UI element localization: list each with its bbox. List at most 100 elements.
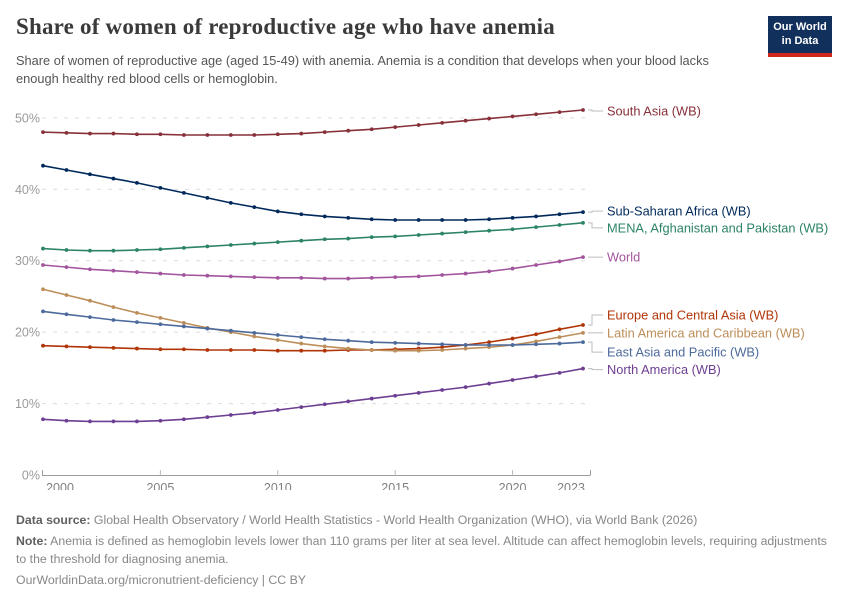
data-point-europe-central-asia[interactable] (205, 348, 210, 352)
data-point-north-america[interactable] (135, 419, 139, 424)
data-point-sub-saharan-africa[interactable] (64, 168, 69, 172)
data-point-south-asia[interactable] (557, 110, 562, 115)
series-label-latin-america-caribbean[interactable]: Latin America and Caribbean (WB) (607, 325, 805, 340)
data-point-latin-america-caribbean[interactable] (416, 348, 421, 353)
data-point-east-asia-pacific[interactable] (393, 340, 398, 345)
series-label-sub-saharan-africa[interactable]: Sub-Saharan Africa (WB) (607, 204, 751, 219)
data-point-mena-afghanistan-pakistan[interactable] (205, 244, 210, 249)
data-point-europe-central-asia[interactable] (487, 340, 491, 345)
data-point-mena-afghanistan-pakistan[interactable] (64, 248, 69, 252)
data-point-mena-afghanistan-pakistan[interactable] (440, 231, 445, 236)
data-point-sub-saharan-africa[interactable] (416, 218, 421, 222)
data-point-world[interactable] (252, 275, 257, 280)
data-point-mena-afghanistan-pakistan[interactable] (463, 230, 468, 235)
credit-line[interactable]: OurWorldinData.org/micronutrient-deficie… (16, 573, 306, 588)
data-point-east-asia-pacific[interactable] (487, 343, 491, 347)
data-point-latin-america-caribbean[interactable] (41, 287, 45, 292)
data-point-east-asia-pacific[interactable] (557, 341, 562, 346)
data-point-south-asia[interactable] (41, 130, 45, 135)
data-point-world[interactable] (346, 276, 351, 281)
data-point-europe-central-asia[interactable] (181, 347, 186, 352)
data-point-south-asia[interactable] (440, 120, 445, 125)
data-point-latin-america-caribbean[interactable] (581, 330, 585, 335)
data-point-sub-saharan-africa[interactable] (275, 209, 280, 214)
data-point-south-asia[interactable] (228, 133, 233, 137)
data-point-world[interactable] (275, 275, 280, 280)
data-point-sub-saharan-africa[interactable] (322, 214, 327, 219)
data-point-world[interactable] (510, 266, 515, 271)
data-point-world[interactable] (88, 267, 92, 272)
data-point-europe-central-asia[interactable] (41, 343, 45, 348)
series-label-south-asia[interactable]: South Asia (WB) (607, 103, 701, 118)
data-point-mena-afghanistan-pakistan[interactable] (299, 238, 304, 243)
data-point-east-asia-pacific[interactable] (346, 338, 351, 343)
data-point-europe-central-asia[interactable] (440, 345, 445, 350)
data-point-east-asia-pacific[interactable] (322, 337, 327, 342)
data-point-sub-saharan-africa[interactable] (181, 190, 186, 195)
data-point-europe-central-asia[interactable] (322, 348, 327, 353)
data-point-sub-saharan-africa[interactable] (111, 176, 116, 181)
data-point-east-asia-pacific[interactable] (534, 342, 538, 347)
data-point-sub-saharan-africa[interactable] (581, 210, 585, 215)
data-point-mena-afghanistan-pakistan[interactable] (510, 227, 515, 232)
data-point-north-america[interactable] (64, 418, 69, 423)
data-point-sub-saharan-africa[interactable] (88, 172, 92, 177)
data-point-mena-afghanistan-pakistan[interactable] (111, 248, 116, 253)
data-point-north-america[interactable] (534, 374, 538, 379)
data-point-north-america[interactable] (393, 393, 398, 398)
data-point-south-asia[interactable] (416, 123, 421, 127)
data-point-east-asia-pacific[interactable] (111, 318, 116, 322)
data-point-europe-central-asia[interactable] (252, 348, 257, 352)
data-point-mena-afghanistan-pakistan[interactable] (534, 225, 538, 230)
data-point-south-asia[interactable] (369, 127, 374, 132)
data-point-sub-saharan-africa[interactable] (369, 217, 374, 222)
data-point-east-asia-pacific[interactable] (440, 342, 445, 347)
data-point-latin-america-caribbean[interactable] (440, 348, 445, 352)
data-point-world[interactable] (135, 270, 139, 275)
data-point-south-asia[interactable] (64, 130, 69, 135)
data-point-east-asia-pacific[interactable] (181, 324, 186, 329)
data-point-mena-afghanistan-pakistan[interactable] (322, 237, 327, 242)
data-point-europe-central-asia[interactable] (135, 346, 139, 351)
data-point-sub-saharan-africa[interactable] (463, 218, 468, 222)
data-point-east-asia-pacific[interactable] (88, 315, 92, 320)
data-point-mena-afghanistan-pakistan[interactable] (181, 245, 186, 250)
data-point-europe-central-asia[interactable] (275, 348, 280, 353)
data-point-south-asia[interactable] (581, 108, 585, 112)
data-point-sub-saharan-africa[interactable] (534, 214, 538, 219)
data-point-europe-central-asia[interactable] (228, 348, 233, 352)
data-point-world[interactable] (487, 269, 491, 274)
series-line-mena-afghanistan-pakistan[interactable] (42, 222, 584, 252)
data-point-south-asia[interactable] (510, 114, 515, 119)
data-point-mena-afghanistan-pakistan[interactable] (252, 241, 257, 246)
data-point-latin-america-caribbean[interactable] (369, 348, 374, 352)
data-point-world[interactable] (416, 274, 421, 279)
data-point-latin-america-caribbean[interactable] (64, 293, 69, 297)
data-point-world[interactable] (393, 275, 398, 280)
series-label-world[interactable]: World (607, 250, 640, 265)
data-point-latin-america-caribbean[interactable] (346, 346, 351, 351)
data-point-latin-america-caribbean[interactable] (181, 320, 186, 325)
data-point-north-america[interactable] (581, 366, 585, 371)
data-point-north-america[interactable] (228, 413, 233, 417)
data-point-north-america[interactable] (346, 399, 351, 404)
data-point-sub-saharan-africa[interactable] (252, 205, 257, 210)
data-point-latin-america-caribbean[interactable] (111, 305, 116, 310)
data-point-europe-central-asia[interactable] (158, 347, 163, 352)
data-point-latin-america-caribbean[interactable] (275, 338, 280, 342)
series-line-world[interactable] (42, 256, 584, 280)
series-line-south-asia[interactable] (42, 109, 584, 136)
data-point-world[interactable] (111, 268, 116, 273)
data-point-north-america[interactable] (181, 417, 186, 422)
data-point-north-america[interactable] (41, 417, 45, 422)
data-point-world[interactable] (557, 259, 562, 264)
data-point-mena-afghanistan-pakistan[interactable] (369, 235, 374, 240)
data-point-east-asia-pacific[interactable] (135, 320, 139, 325)
data-point-north-america[interactable] (510, 378, 515, 382)
data-point-south-asia[interactable] (534, 112, 538, 117)
data-point-sub-saharan-africa[interactable] (299, 212, 304, 217)
data-point-east-asia-pacific[interactable] (158, 322, 163, 327)
data-point-north-america[interactable] (299, 405, 304, 410)
data-point-europe-central-asia[interactable] (111, 345, 116, 350)
data-point-sub-saharan-africa[interactable] (158, 185, 163, 190)
